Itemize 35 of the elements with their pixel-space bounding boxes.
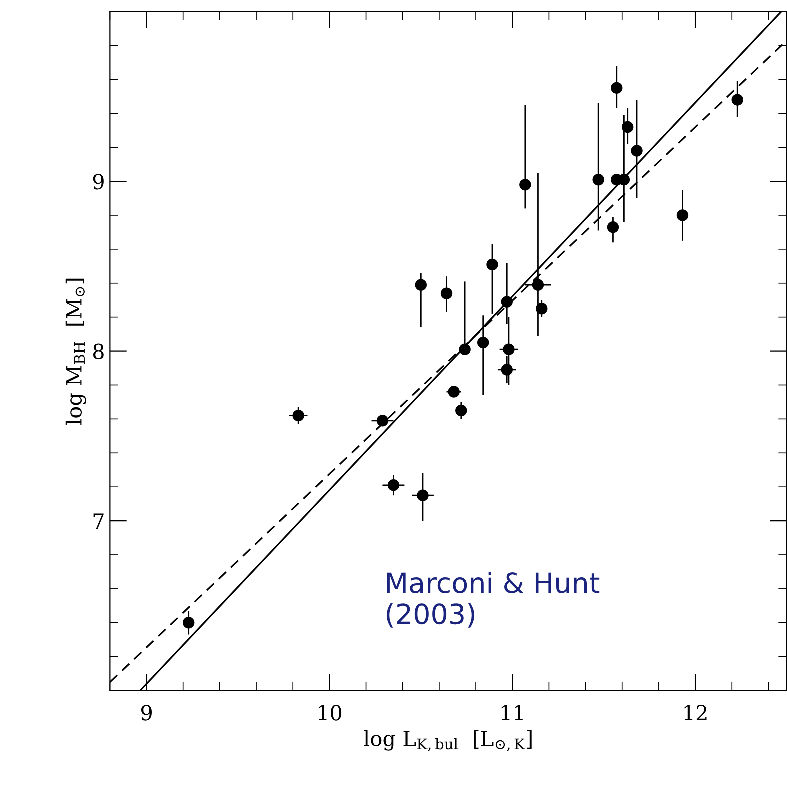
point xyxy=(478,336,490,349)
point xyxy=(459,344,471,356)
point xyxy=(520,179,532,191)
x-tick-label: 10 xyxy=(318,705,342,721)
point xyxy=(536,303,548,315)
point xyxy=(607,222,620,234)
point xyxy=(376,415,389,427)
point xyxy=(732,94,744,106)
point xyxy=(501,296,513,308)
point xyxy=(486,258,498,271)
x-tick-label: 9 xyxy=(141,705,152,721)
point xyxy=(448,386,460,398)
point xyxy=(611,82,623,94)
y-tick-label: 7 xyxy=(94,514,104,529)
x-tick-label: 11 xyxy=(502,705,523,721)
point xyxy=(676,210,689,222)
annotation: Marconi & Hunt (2003) xyxy=(386,572,600,628)
point xyxy=(292,410,304,422)
x-axis-title: log L$_{K,bul}$ [L$_{⊙,K}$] xyxy=(364,730,532,752)
point xyxy=(532,279,544,291)
y-tick-label: 8 xyxy=(93,344,104,360)
point xyxy=(417,490,429,502)
point xyxy=(501,364,513,376)
point xyxy=(631,145,643,157)
y-tick-label: 9 xyxy=(93,174,104,190)
y-axis-title: log M$_{BH}$ [M$_{⊙}$] xyxy=(66,278,86,425)
point xyxy=(592,174,604,186)
point xyxy=(182,617,195,629)
point xyxy=(622,121,634,134)
point xyxy=(440,288,453,300)
point xyxy=(415,279,427,291)
point xyxy=(456,404,468,417)
point xyxy=(503,344,515,356)
point xyxy=(388,480,400,492)
x-tick-label: 12 xyxy=(684,705,707,721)
